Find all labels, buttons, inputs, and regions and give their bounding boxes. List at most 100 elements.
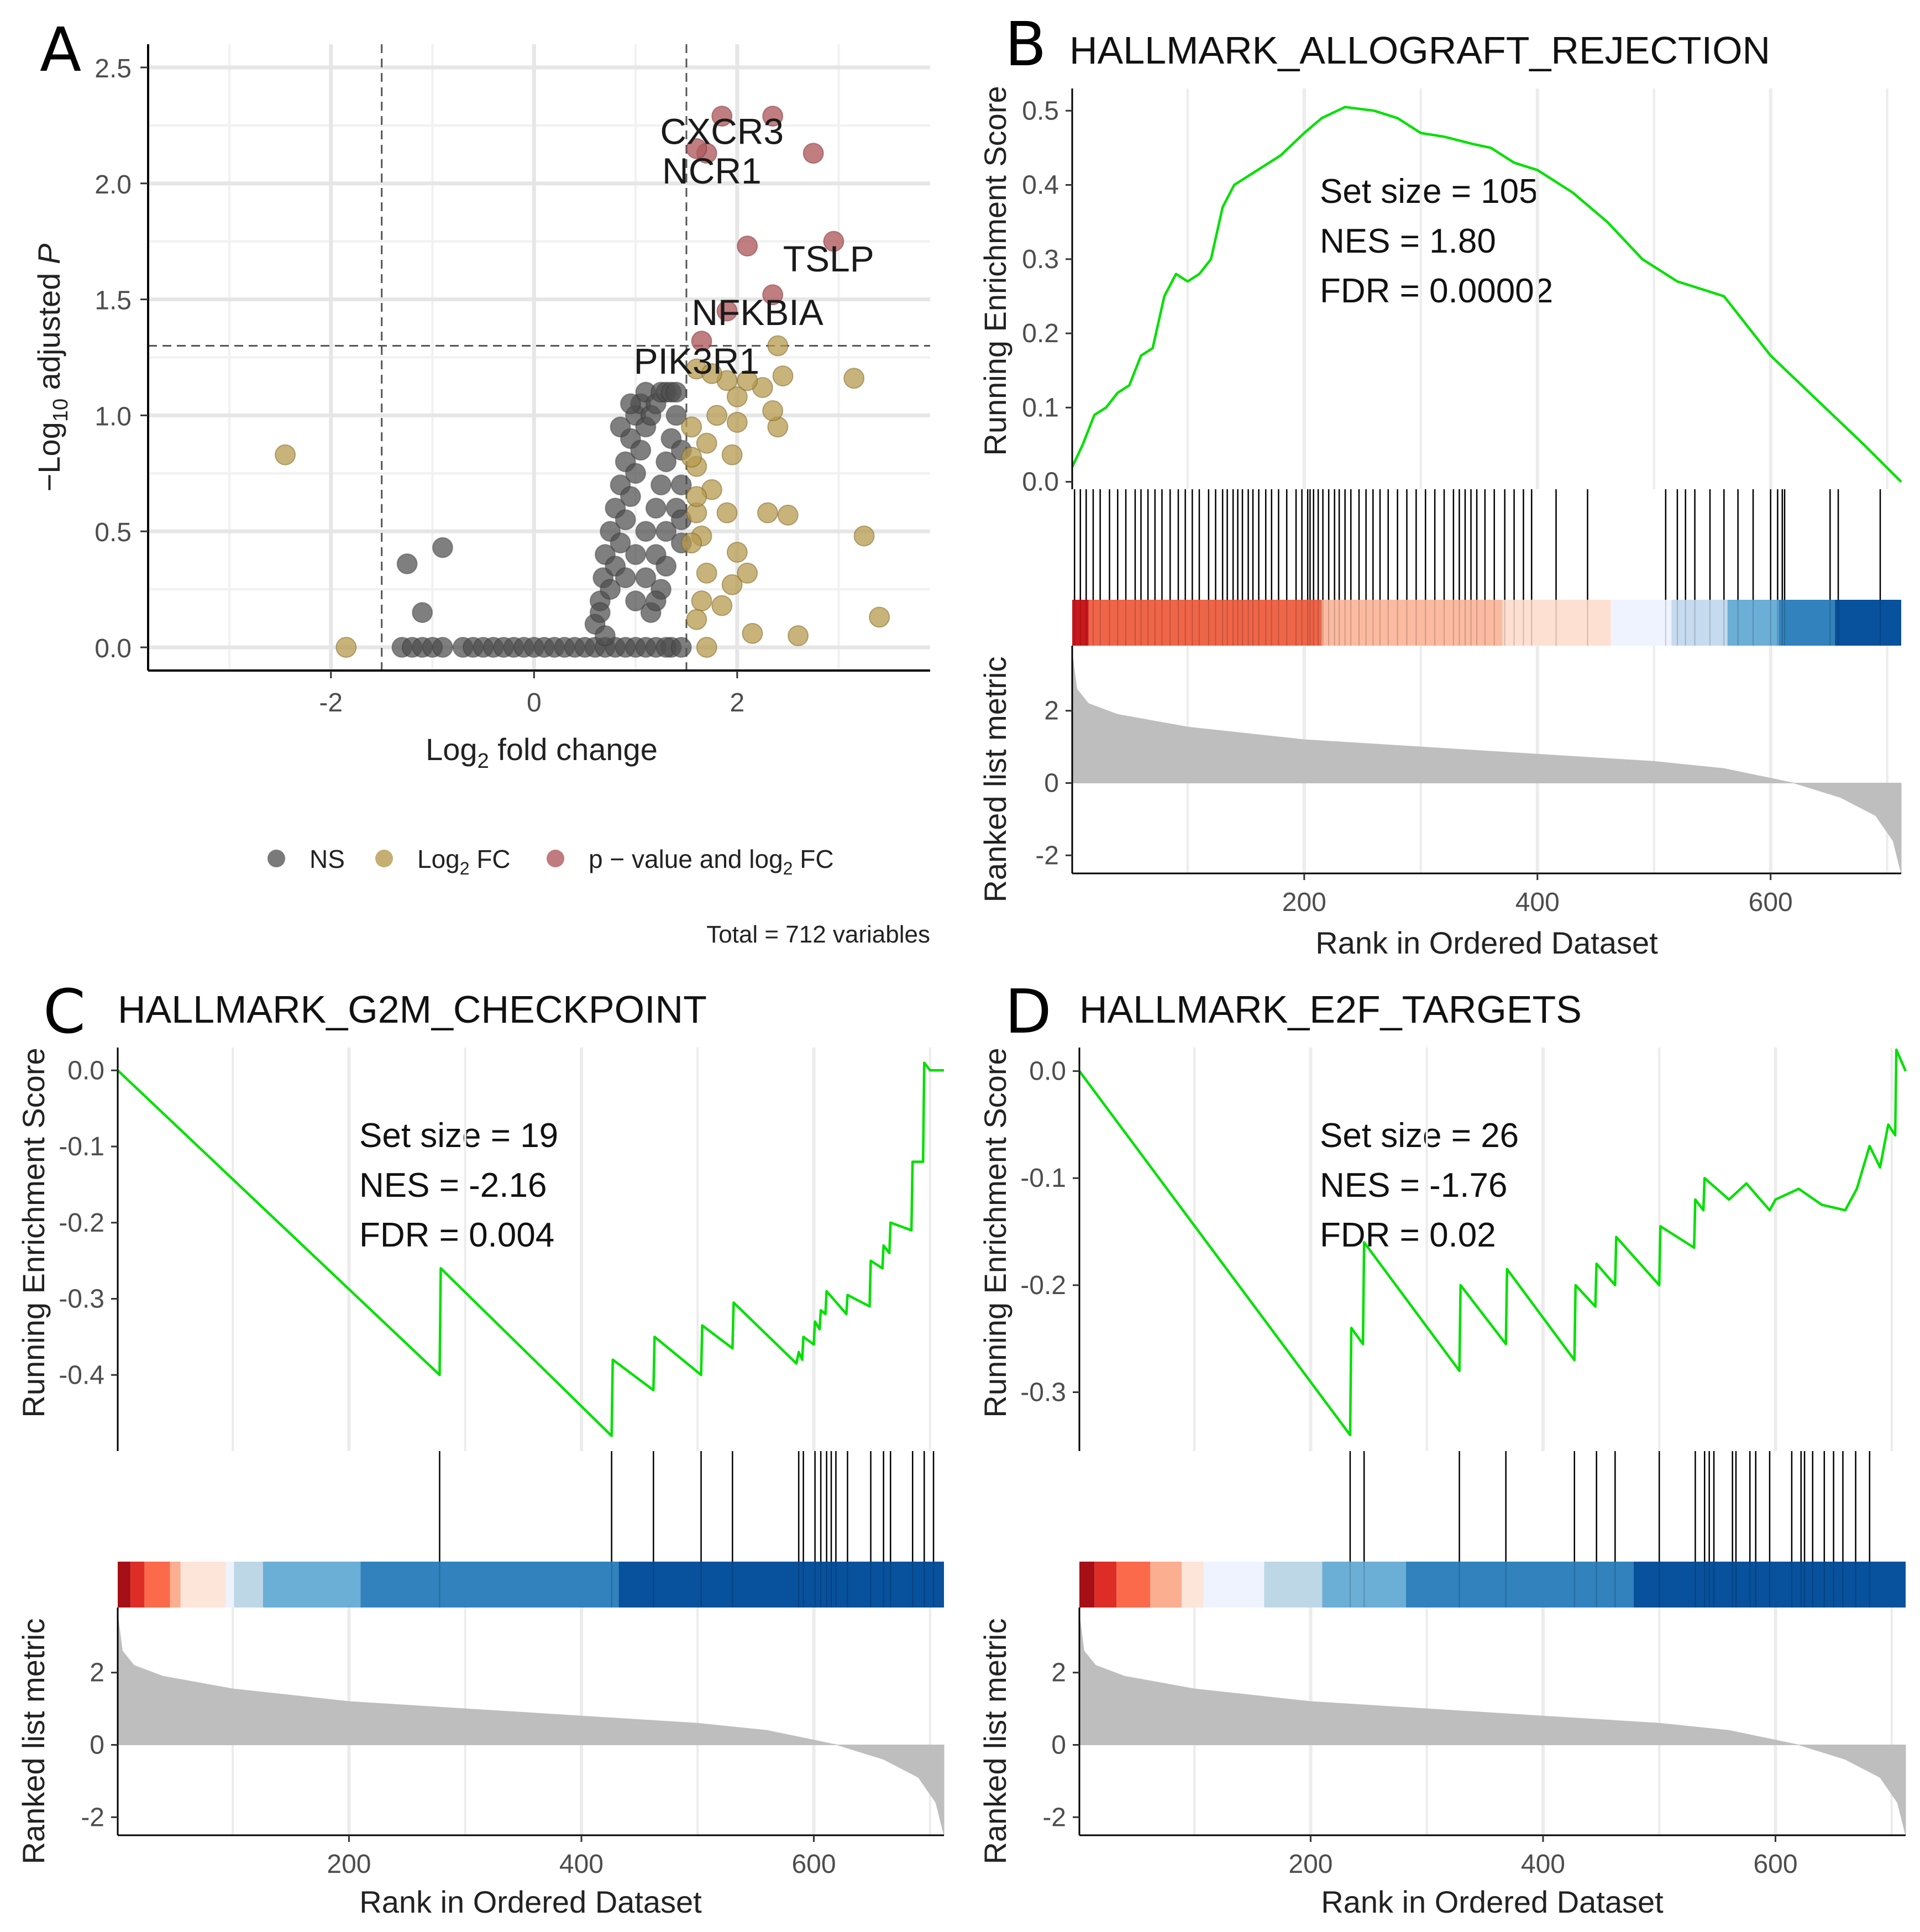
fc-point: [721, 574, 743, 595]
panel-d-title: HALLMARK_E2F_TARGETS: [1079, 988, 1582, 1031]
ns-point: [625, 544, 647, 566]
sig-point: [802, 143, 824, 164]
total-variables-caption: Total = 712 variables: [706, 921, 930, 948]
rank-heat-segment: [1779, 600, 1835, 646]
fc-point: [686, 486, 707, 507]
sig-point: [823, 231, 844, 252]
x-tick-label: 600: [791, 1850, 836, 1879]
ns-point: [615, 567, 636, 589]
volcano-grid: [148, 44, 930, 671]
volcano-axes: [147, 44, 930, 672]
fc-point: [762, 400, 784, 422]
panel-c-metric-y-title: Ranked list metric: [16, 1618, 51, 1864]
panel-d-fdr: FDR = 0.02: [1320, 1216, 1496, 1254]
running-es-line: [117, 1061, 944, 1437]
ns-point: [396, 553, 418, 574]
panel-d-nes: NES = -1.76: [1320, 1166, 1507, 1205]
rank-heat-segment: [1502, 600, 1611, 646]
panel-d-plot: -0.3 -0.2 -0.1 0.0 -2 0 2 200 400 600: [1020, 1048, 1907, 1879]
ns-point: [670, 474, 692, 496]
rank-heat-segment: [1088, 600, 1322, 646]
y-axis-title: −Log10 adjusted P: [32, 244, 72, 492]
legend-sig-label: p − value and log2 FC: [589, 845, 834, 878]
fc-point: [275, 444, 296, 465]
fc-point: [742, 622, 763, 644]
x-axis-title: Log2 fold change: [426, 732, 658, 773]
rank-heat-segment: [1611, 600, 1672, 646]
ranked-metric-area: [117, 1615, 945, 1836]
panel-c-title: HALLMARK_G2M_CHECKPOINT: [118, 988, 707, 1031]
legend-ns-label: NS: [309, 845, 345, 873]
volcano-ticks: -2 0 2 0.0 0.5 1.0 1.5 2.0 2.5: [95, 54, 744, 718]
y-tick-label: 2.0: [95, 170, 132, 200]
fc-point: [681, 416, 702, 438]
panel-letter-a: A: [40, 14, 81, 85]
es-y-tick-label: 0.5: [1022, 96, 1059, 125]
x-tick-label: 400: [559, 1850, 604, 1879]
legend-fc-label: Log2 FC: [417, 845, 511, 878]
x-tick-label: 2: [730, 688, 744, 718]
y-tick-label: 1.0: [95, 402, 132, 431]
ns-point: [610, 416, 631, 438]
legend-sig-marker: [547, 850, 564, 867]
x-tick-label: 600: [1753, 1850, 1797, 1879]
fc-point: [711, 595, 733, 616]
ns-point: [625, 590, 647, 612]
panel-b-nes: NES = 1.80: [1320, 222, 1496, 260]
ns-point: [651, 474, 672, 496]
ns-point: [655, 556, 677, 577]
fc-point: [696, 432, 717, 454]
rank-heat-segment: [170, 1562, 181, 1608]
panel-b-set-size: Set size = 105: [1320, 172, 1538, 211]
sig-point: [711, 106, 733, 127]
rank-heat-segment: [1079, 1562, 1095, 1608]
panel-letter-d: D: [1005, 976, 1052, 1047]
rank-heat-segment: [130, 1562, 145, 1608]
fc-point: [772, 365, 794, 387]
fc-point: [726, 411, 748, 433]
ns-point: [625, 463, 647, 484]
gene-label: NFKBIA: [691, 292, 823, 333]
ns-point: [665, 381, 687, 403]
panel-b-metric-y-title: Ranked list metric: [978, 656, 1013, 902]
panel-d-metric-y-title: Ranked list metric: [978, 1618, 1013, 1864]
volcano-points: [275, 106, 890, 658]
metric-y-tick-label: 2: [1051, 1658, 1066, 1688]
x-tick-label: 200: [1288, 1850, 1333, 1879]
x-tick-label: 200: [1282, 888, 1326, 917]
x-tick-label: 200: [327, 1850, 371, 1879]
sig-point: [686, 138, 707, 159]
rank-heat-segment: [1633, 1562, 1906, 1608]
fc-point: [681, 446, 702, 468]
es-y-tick-label: -0.1: [1020, 1164, 1066, 1193]
fc-point: [843, 368, 865, 389]
metric-y-tick-label: -2: [1042, 1803, 1066, 1832]
es-y-tick-label: 0.0: [1029, 1057, 1066, 1086]
rank-heat-segment: [1072, 600, 1089, 646]
rank-heat-segment: [118, 1562, 131, 1608]
fc-point: [706, 405, 728, 426]
fc-point: [335, 637, 357, 658]
running-es-line: [1071, 106, 1902, 483]
metric-y-tick-label: -2: [81, 1803, 104, 1832]
y-tick-label: 2.5: [95, 54, 132, 83]
panel-c-fdr: FDR = 0.004: [359, 1216, 554, 1254]
ranked-metric-area: [1072, 653, 1902, 874]
fc-point: [767, 335, 789, 357]
rank-heat-segment: [180, 1562, 226, 1608]
es-y-tick-label: -0.2: [1020, 1271, 1066, 1300]
gene-label: CXCR3: [660, 111, 784, 151]
y-tick-label: 0.5: [95, 518, 132, 547]
es-y-tick-label: 0.2: [1022, 319, 1059, 348]
rank-heat-segment: [144, 1562, 170, 1608]
ns-point: [655, 521, 677, 542]
gsea-panel-allograft: B HALLMARK_ALLOGRAFT_REJECTION Set size …: [978, 9, 1902, 960]
sig-point: [716, 300, 738, 322]
ns-point: [594, 625, 616, 647]
fc-point: [869, 606, 890, 628]
gsea-panel-e2f: D HALLMARK_E2F_TARGETS Set size = 26 NES…: [978, 976, 1907, 1919]
panel-d-x-title: Rank in Ordered Dataset: [1321, 1884, 1664, 1919]
ns-point: [610, 532, 631, 554]
